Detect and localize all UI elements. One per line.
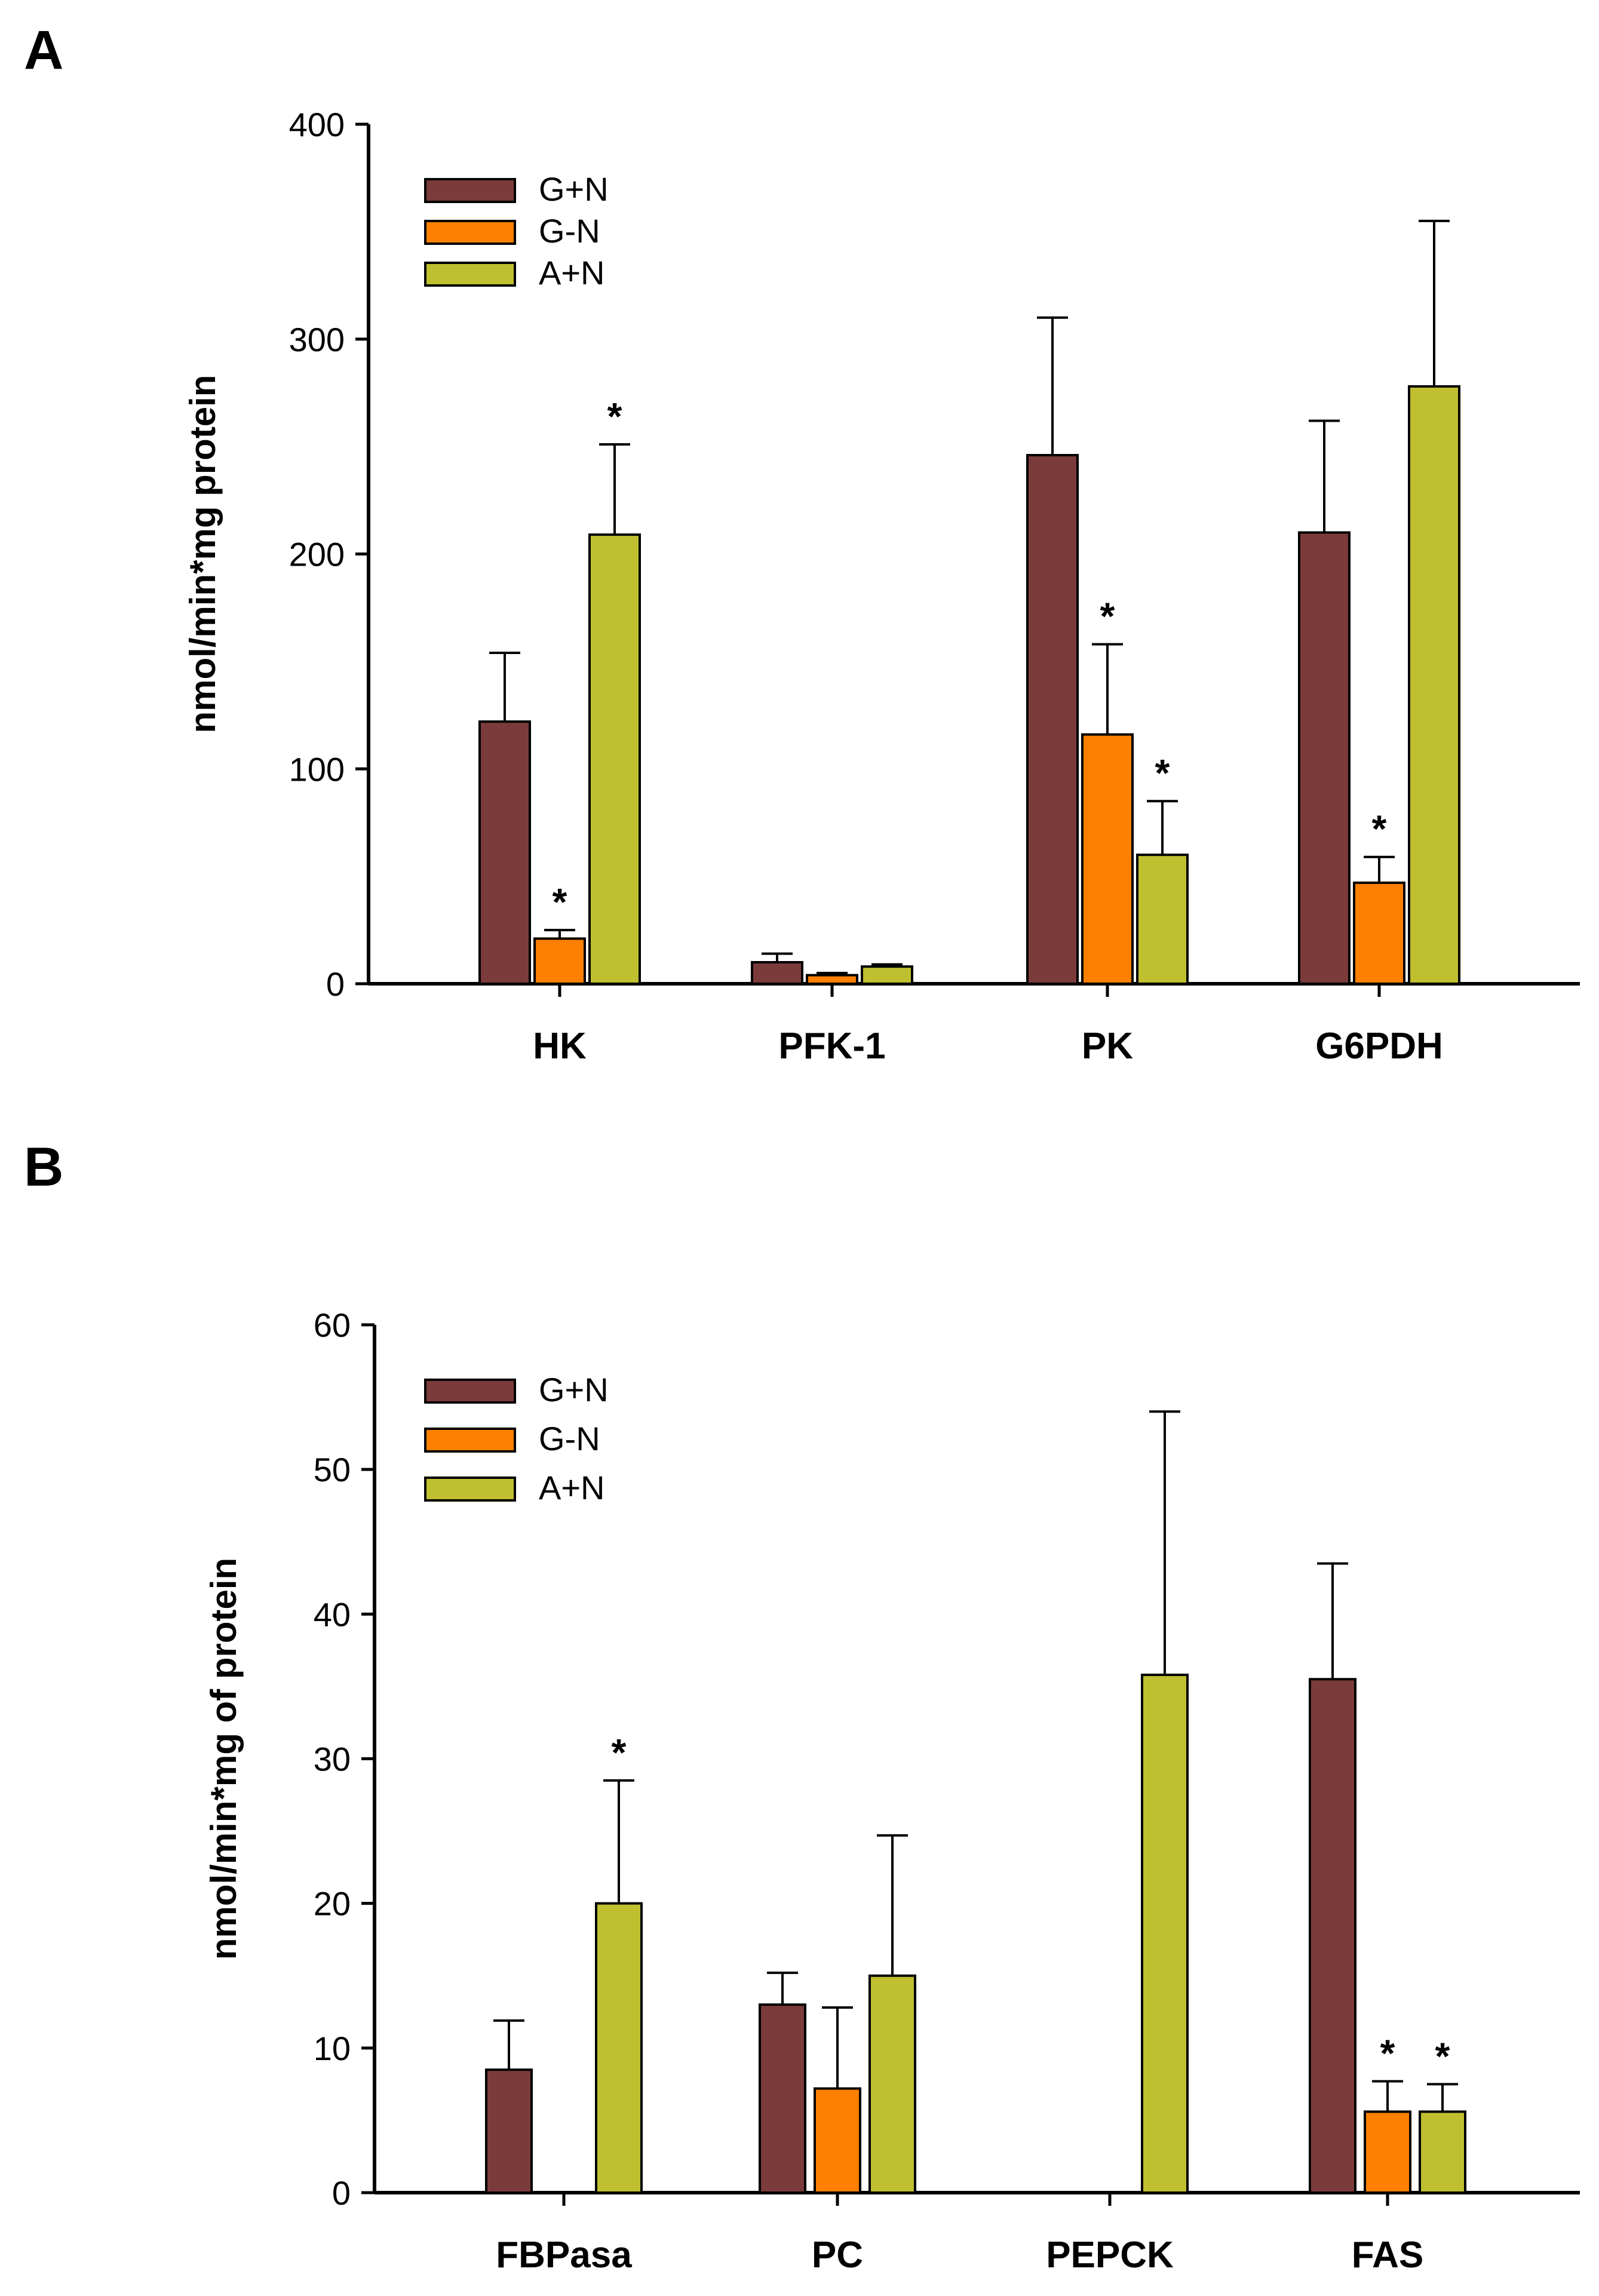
panel-a-category-label: HK xyxy=(533,1026,587,1067)
panel-b-chart: 0 10 20 30 40 50 60 nmol/min*mg of protein FBPas… xyxy=(204,1306,1580,2276)
panel-b-bar xyxy=(759,2003,806,2194)
panel-b-bar xyxy=(814,2087,861,2194)
panel-b-legend-label: G+N xyxy=(539,1371,609,1408)
panel-b-legend-swatch xyxy=(424,1428,516,1453)
panel-b-letter: B xyxy=(24,1137,63,1198)
panel-a-significance-star: * xyxy=(1372,808,1387,851)
panel-b-bar xyxy=(595,1902,643,2194)
panel-a-bar xyxy=(1353,881,1405,985)
panel-b-bar xyxy=(1309,1678,1356,2194)
panel-a-category-label: G6PDH xyxy=(1315,1026,1443,1067)
panel-a-y-tick-label: 200 xyxy=(289,536,345,573)
panel-a-category-label: PFK-1 xyxy=(778,1026,885,1067)
panel-b-y-tick-label: 40 xyxy=(314,1595,351,1633)
panel-a-bar xyxy=(588,533,641,985)
panel-b-y-tick-label: 10 xyxy=(314,2030,351,2067)
panel-a-legend-swatch xyxy=(424,220,516,245)
panel-a-bar xyxy=(1026,454,1079,985)
panel-b-bar xyxy=(1364,2110,1411,2194)
panel-a-bar xyxy=(1298,531,1351,985)
panel-a-y-tick-label: 0 xyxy=(326,965,345,1003)
panel-a-significance-star: * xyxy=(553,880,567,923)
panel-b-category-label: FBPasa xyxy=(496,2234,632,2276)
panel-b-bar xyxy=(868,1974,916,2194)
panel-b-bar xyxy=(1419,2110,1466,2194)
panel-b-legend-swatch xyxy=(424,1477,516,1502)
panel-b-category-label: FAS xyxy=(1352,2234,1424,2276)
panel-a-y-tick-label: 400 xyxy=(289,106,345,143)
panel-a-significance-star: * xyxy=(607,395,622,438)
panel-a-y-tick-label: 100 xyxy=(289,750,345,788)
panel-b-y-tick-label: 60 xyxy=(314,1306,351,1344)
panel-b-bar xyxy=(485,2068,533,2194)
panel-a-bar xyxy=(751,961,803,986)
panel-b-legend-swatch xyxy=(424,1379,516,1404)
panel-a-category-label: PK xyxy=(1082,1026,1133,1067)
panel-b-significance-star: * xyxy=(612,1731,627,1774)
panel-a-bar xyxy=(1081,733,1134,985)
panel-a-legend-label: A+N xyxy=(539,254,605,291)
panel-a-significance-star: * xyxy=(1100,595,1115,638)
panel-b-y-tick-label: 50 xyxy=(314,1451,351,1488)
panel-a-y-tick-label: 300 xyxy=(289,321,345,358)
panel-a-bar xyxy=(1136,854,1189,986)
panel-a-letter: A xyxy=(24,20,63,81)
panel-b-y-tick-label: 30 xyxy=(314,1741,351,1778)
panel-b-category-label: PEPCK xyxy=(1046,2234,1174,2276)
panel-a-legend-swatch xyxy=(424,262,516,287)
panel-b-category-label: PC xyxy=(812,2234,863,2276)
panel-b-legend-label: G-N xyxy=(539,1420,600,1457)
panel-b-legend-label: A+N xyxy=(539,1469,605,1506)
panel-a-bar xyxy=(1408,385,1460,985)
panel-a-bar xyxy=(478,720,531,985)
panel-a-significance-star: * xyxy=(1155,751,1170,794)
panel-b-significance-star: * xyxy=(1380,2032,1395,2075)
panel-a-bar xyxy=(806,974,858,985)
panel-a-legend-label: G-N xyxy=(539,212,600,250)
panel-a-y-axis-title: nmol/min*mg protein xyxy=(183,375,223,733)
panel-a-chart: 0 100 200 300 400 nmol/min*mg protein HK * * PFK-… xyxy=(183,106,1580,1067)
panel-b-y-axis-title: nmol/min*mg of protein xyxy=(204,1558,244,1960)
panel-a-bar xyxy=(533,937,586,986)
panel-b-y-tick-label: 20 xyxy=(314,1885,351,1923)
panel-b-significance-star: * xyxy=(1435,2034,1450,2077)
panel-a-bar xyxy=(861,965,913,985)
panel-b-bar xyxy=(1141,1674,1189,2194)
panel-a-legend-label: G+N xyxy=(539,170,609,208)
panel-a-legend-swatch xyxy=(424,178,516,203)
panel-b-y-tick-label: 0 xyxy=(332,2174,351,2212)
